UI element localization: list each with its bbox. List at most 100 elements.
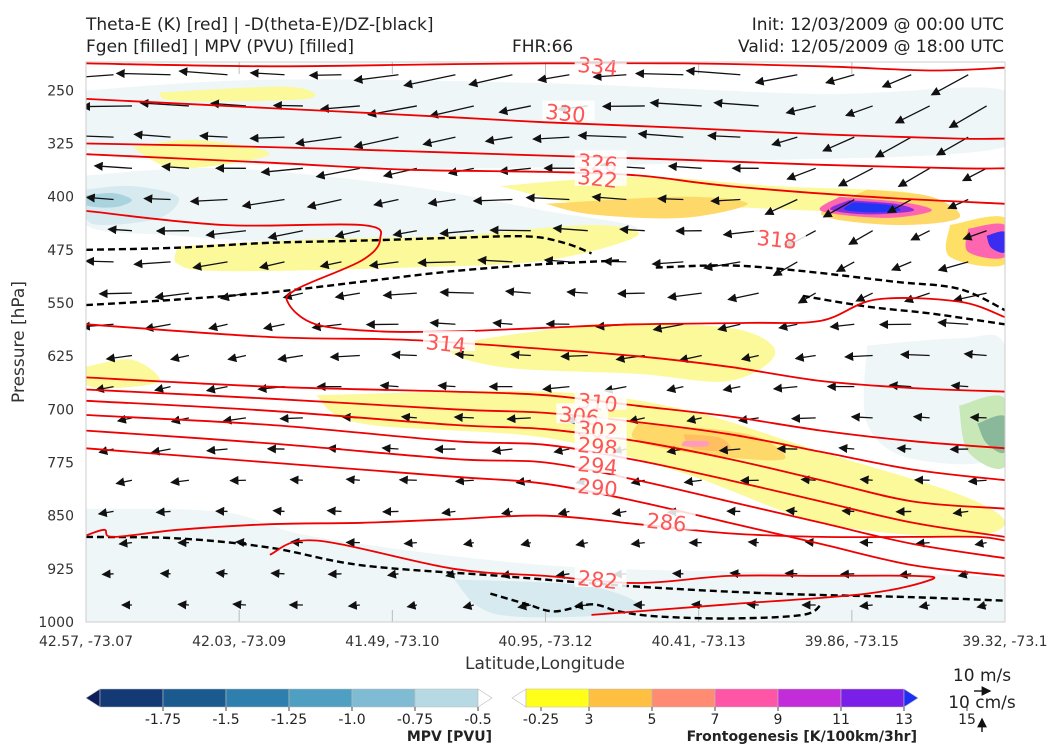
- wind-vector: [97, 508, 114, 518]
- wind-vector: [277, 353, 303, 363]
- fgen-colorbar-tick-label: 11: [832, 712, 850, 728]
- plot-frame: [85, 61, 1006, 623]
- wind-vector: [790, 413, 816, 423]
- wind-vector: [844, 351, 873, 362]
- wind-vector: [260, 167, 303, 177]
- theta-e-contour-line: [86, 429, 1005, 560]
- y-tick-label: 325: [47, 137, 74, 153]
- theta-e-label-bg: [574, 417, 627, 438]
- wind-vector: [967, 476, 987, 486]
- wind-vector: [492, 318, 513, 329]
- wind-vector: [391, 350, 417, 360]
- wind-vector: [345, 475, 360, 485]
- wind-vector: [315, 167, 360, 180]
- wind-vector: [634, 69, 684, 79]
- fgen-fill: [977, 415, 1005, 454]
- wind-vector: [822, 136, 855, 152]
- wind-vector: [133, 130, 171, 140]
- wind-vector: [754, 74, 798, 86]
- wind-vector: [517, 601, 531, 611]
- wind-vector: [439, 228, 474, 238]
- wind-vector: [566, 287, 588, 297]
- theta-e-contour-label: 314: [425, 330, 467, 358]
- wind-vector: [115, 477, 133, 487]
- theta-e-contour-line: [269, 539, 936, 616]
- wind-vector: [591, 192, 627, 203]
- wind-vector: [686, 414, 702, 424]
- wind-vector: [319, 103, 360, 114]
- wind-vector: [918, 600, 930, 610]
- wind-vector: [133, 259, 171, 269]
- wind-vector: [462, 601, 474, 610]
- wind-vector: [553, 446, 570, 455]
- fgen-colorbar: 3 5 7 9 11 13 15: [511, 688, 976, 728]
- wind-vector: [611, 507, 627, 517]
- wind-vector: [683, 476, 702, 486]
- wind-vector: [381, 443, 399, 454]
- theta-e-contour-label: 290: [576, 474, 618, 502]
- theta-e-label-bg: [574, 53, 627, 74]
- wind-vector: [472, 196, 513, 206]
- wind-vector: [249, 133, 285, 143]
- y-tick-label: 700: [47, 402, 74, 418]
- wind-vector: [403, 74, 456, 89]
- x-tick-label: 42.03, -73.09: [192, 634, 286, 650]
- wind-vectors: [86, 66, 987, 611]
- fgen-fill: [449, 324, 776, 382]
- wind-vector: [915, 538, 930, 548]
- theta-e-label-bg: [423, 331, 476, 351]
- wind-vector: [403, 538, 417, 548]
- wind-vector: [822, 198, 855, 218]
- wind-vector: [86, 256, 114, 266]
- mpv-colorbar-swatch: [414, 688, 479, 708]
- wind-vector: [295, 136, 342, 147]
- y-tick-label: 475: [47, 243, 74, 259]
- wind-vector: [150, 446, 171, 456]
- wind-vector: [785, 506, 798, 516]
- wind-vector: [454, 476, 474, 486]
- wind-vector: [772, 261, 798, 277]
- fgen-colorbar-swatch: [588, 688, 653, 708]
- wind-vector: [86, 101, 132, 112]
- wind-vector: [935, 136, 969, 156]
- wind-vector: [722, 383, 741, 393]
- wind-vector: [227, 353, 247, 363]
- wind-vector: [406, 600, 417, 610]
- wind-vector: [794, 352, 816, 362]
- theta-e-contour-label: 334: [576, 53, 618, 81]
- fgen-colorbar-label: Frontogenesis [K/100km/3hr]: [687, 729, 917, 745]
- wind-vector: [334, 230, 361, 239]
- wind-vector: [86, 193, 114, 203]
- wind-vector: [785, 105, 816, 116]
- wind-vector: [199, 131, 228, 141]
- wind-vector: [637, 129, 684, 139]
- wind-vector: [841, 506, 855, 516]
- mpv-fill: [86, 192, 132, 208]
- theta-e-label-bg: [753, 226, 806, 247]
- wind-vector: [445, 569, 456, 579]
- wind-vector: [657, 194, 684, 204]
- wind-vector: [690, 600, 702, 610]
- fgen-colorbar-tick-label: 9: [774, 712, 783, 728]
- wind-vector: [747, 537, 759, 548]
- wind-vector: [764, 198, 798, 216]
- wind-vector: [429, 318, 456, 328]
- wind-vector: [707, 131, 741, 141]
- wind-vector: [685, 66, 741, 76]
- wind-vector: [118, 538, 133, 548]
- wind-vector: [306, 198, 342, 210]
- wind-vector: [267, 230, 304, 241]
- wind-vector: [334, 291, 360, 301]
- y-axis-label: Pressure [hPa]: [9, 281, 29, 403]
- wind-vector: [619, 225, 645, 235]
- wind-vector: [279, 413, 303, 423]
- wind-vector: [249, 68, 285, 78]
- wind-vector: [382, 290, 417, 300]
- stability-contour-line: [86, 535, 1005, 602]
- wind-vector: [520, 538, 531, 548]
- x-tick-label: 42.57, -73.07: [39, 634, 133, 650]
- wind-vector: [308, 70, 342, 80]
- stability-contour-line: [86, 259, 620, 307]
- wind-vector: [912, 412, 930, 422]
- wind-vector: [651, 258, 684, 269]
